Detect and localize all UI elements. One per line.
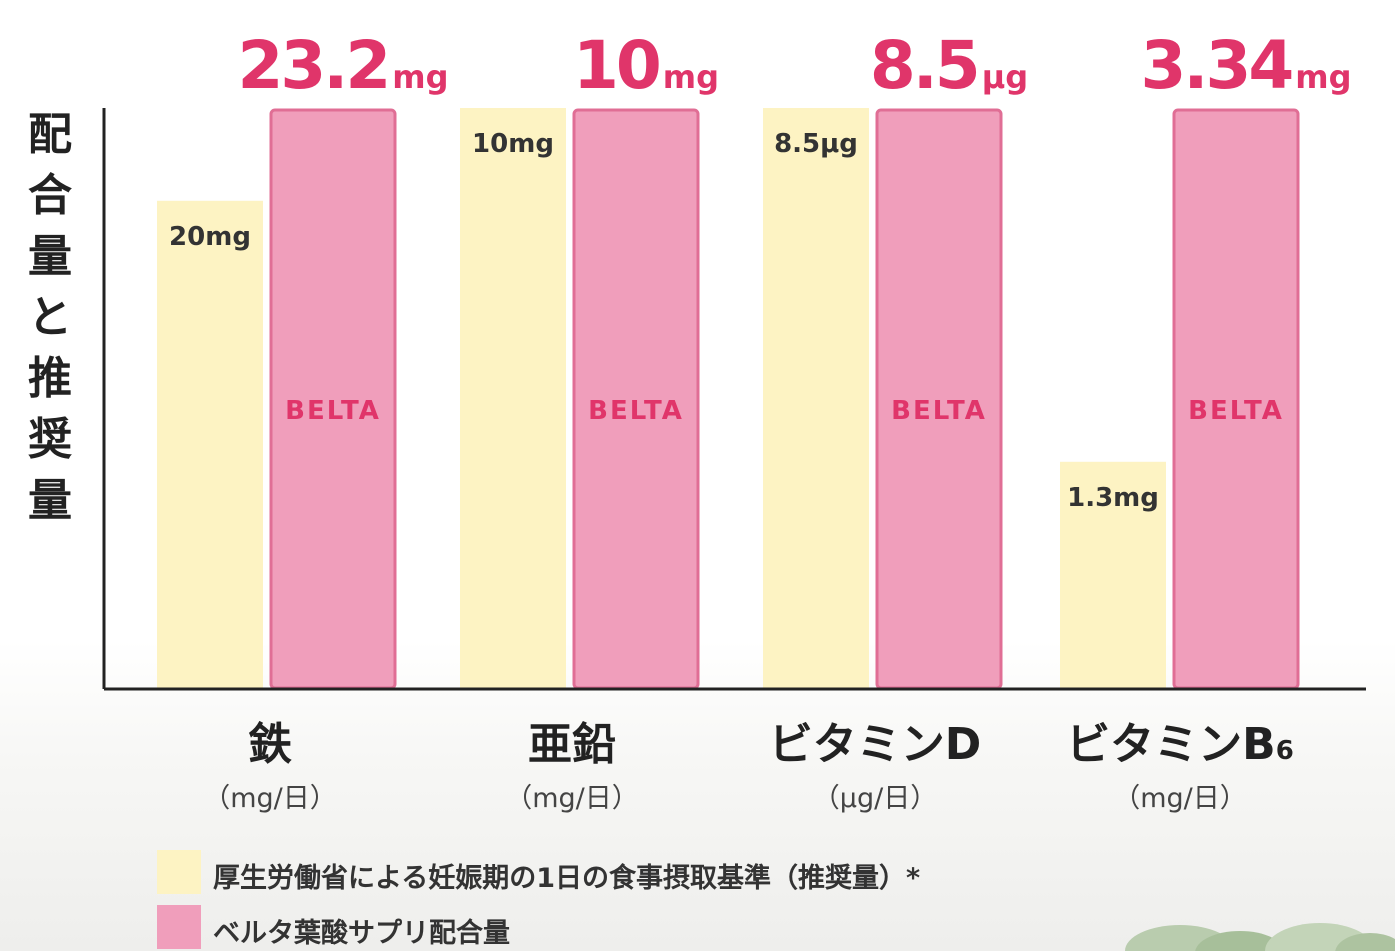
category-label-vitamin-b6: ビタミンB6 [1030,708,1330,772]
category-unit-vitamin-b6: （mg/日） [1113,783,1247,814]
legend-item-belta: ベルタ葉酸サプリ配合量 [157,905,1057,949]
bar-recommended-zinc [460,108,566,688]
bar-text-belta: BELTA [891,396,987,426]
category-label-zinc: 亜鉛 [422,708,722,772]
category-label-iron: 鉄 [120,708,420,772]
legend-label: ベルタ葉酸サプリ配合量 [213,918,510,949]
legend-label: 厚生労働省による妊娠期の1日の食事摂取基準（推奨量）* [213,863,921,894]
category-subscript: 6 [1275,736,1294,766]
bar-text-belta: BELTA [285,396,381,426]
category-name: ビタミンD [768,719,982,770]
value-labels-layer: 20mg BELTA 23.2 mg 10mg BELTA 10 mg 8.5μg BELTA 8.… [169,27,1351,513]
data-label-recommended-vitamin-b6: 1.3mg [1067,483,1159,513]
category-unit-vitamin-d: （μg/日） [812,783,938,814]
category-label-vitamin-d: ビタミンD [725,708,1025,772]
decorative-plant-image [1125,923,1395,951]
category-unit-iron: （mg/日） [203,783,337,814]
bar-text-belta: BELTA [1188,396,1284,426]
data-label-recommended-iron: 20mg [169,222,251,252]
bars-layer [157,108,1300,690]
data-label-belta-iron: 23.2 mg [237,27,448,104]
bar-recommended-vitamin-d [763,108,869,688]
category-name: 鉄 [248,719,292,770]
data-label-recommended-zinc: 10mg [472,129,554,159]
legend-swatch-yellow [157,850,201,894]
category-unit-zinc: （mg/日） [505,783,639,814]
data-label-belta-vitamin-b6: 3.34 mg [1140,27,1351,104]
data-label-belta-zinc: 10 mg [573,27,719,104]
category-name: 亜鉛 [528,719,616,770]
data-label-belta-vitamin-d: 8.5 μg [870,27,1028,104]
bar-recommended-vitamin-b6 [1060,461,1166,688]
category-name: ビタミンB [1066,719,1276,770]
bar-text-belta: BELTA [588,396,684,426]
bar-recommended-iron [157,200,263,689]
y-axis-label: 配合量と推奨量 [28,109,72,526]
legend-swatch-pink [157,905,201,949]
data-label-recommended-vitamin-d: 8.5μg [774,129,858,159]
legend-item-recommended: 厚生労働省による妊娠期の1日の食事摂取基準（推奨量）* [157,850,1057,894]
